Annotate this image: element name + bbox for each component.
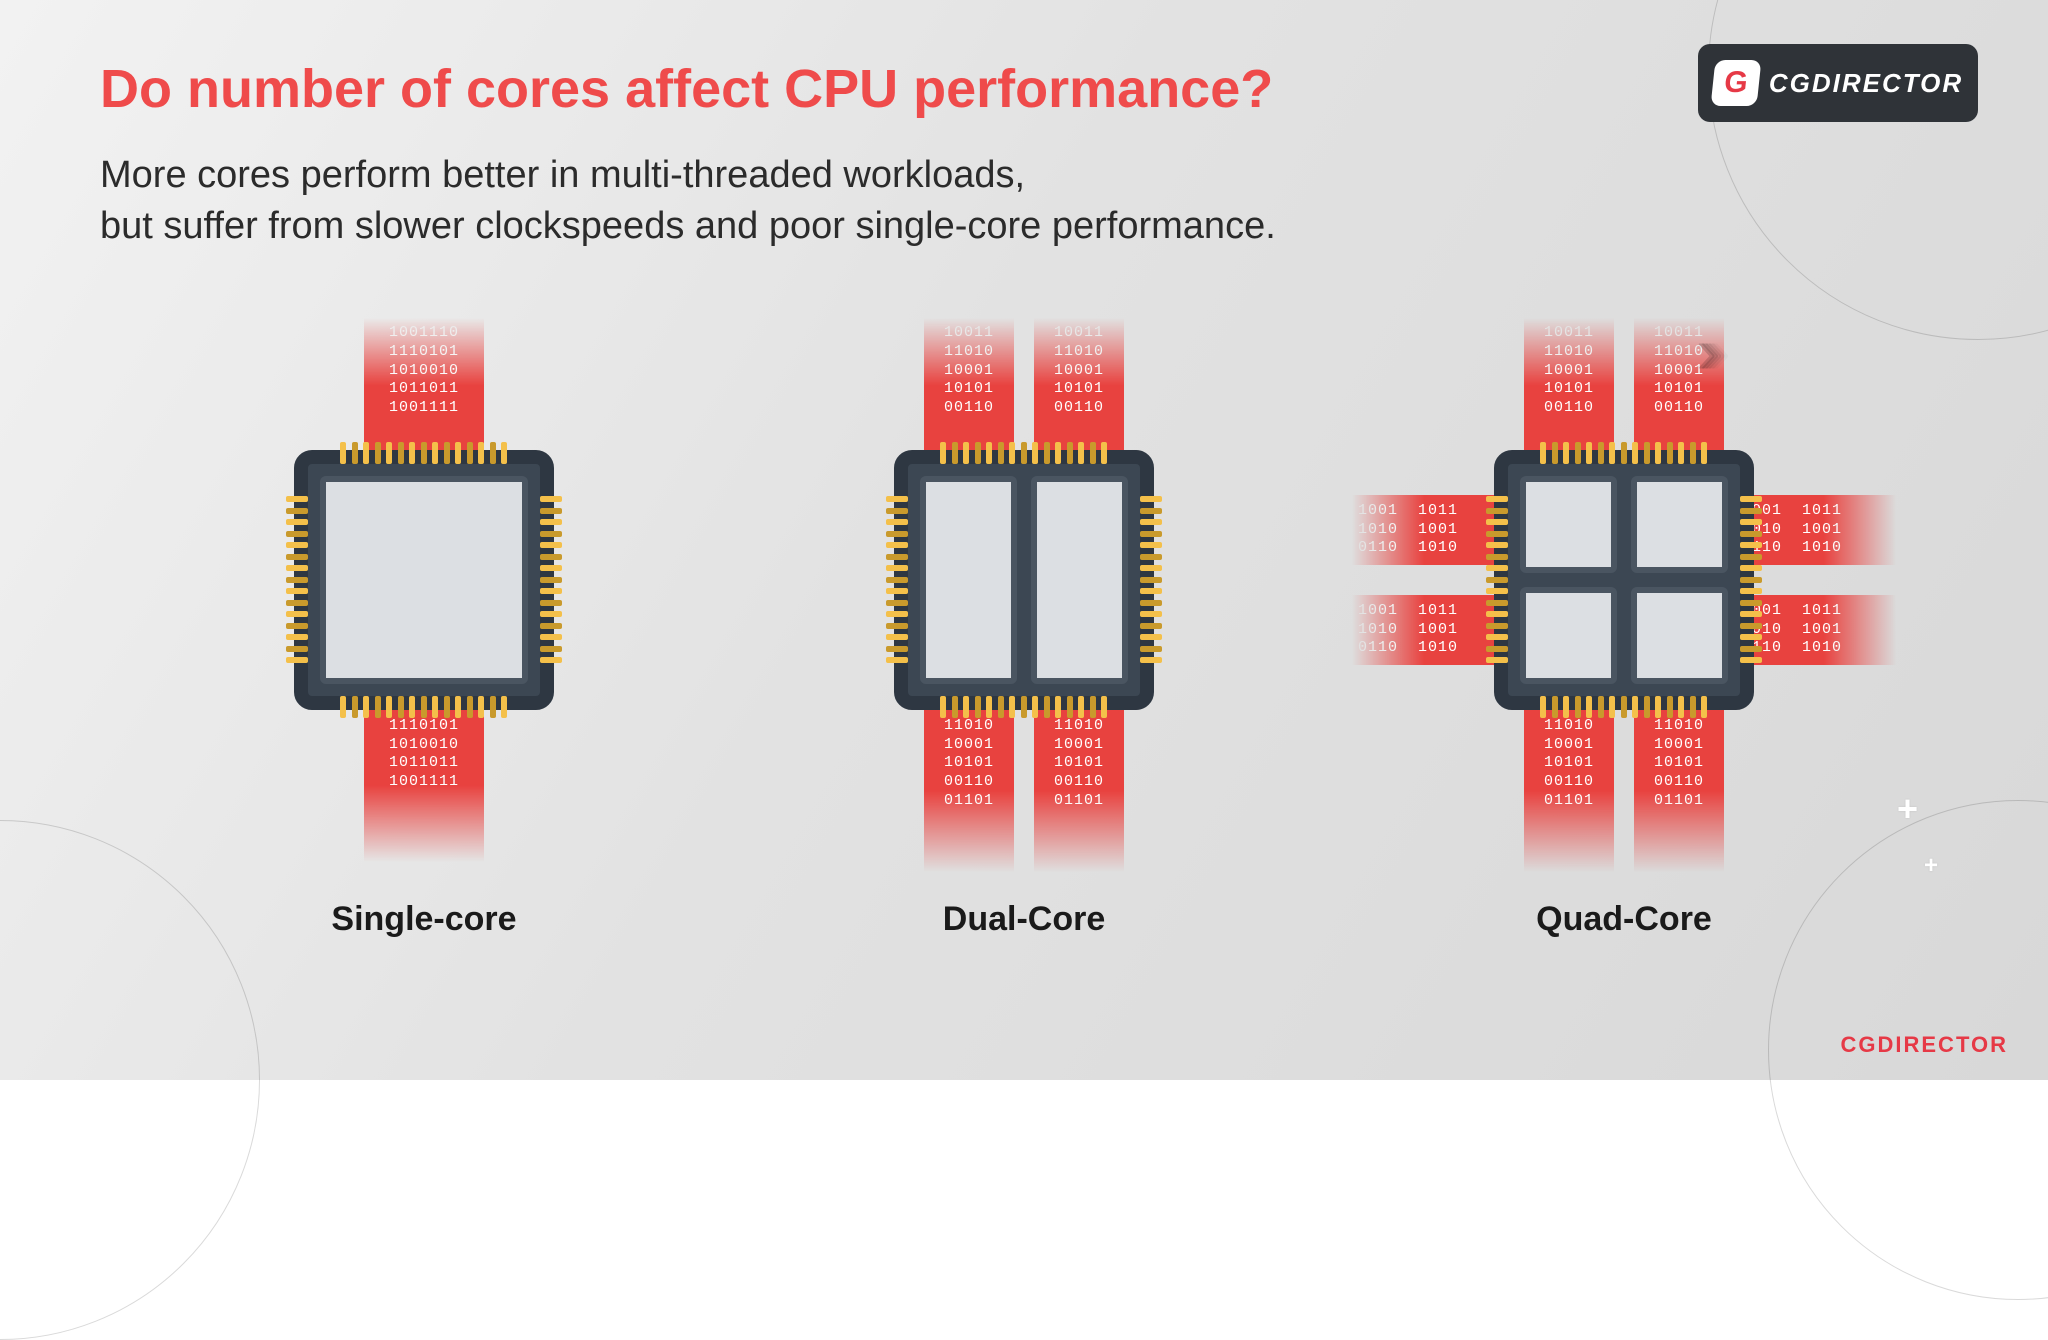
cpu-label: Dual-Core	[943, 900, 1105, 939]
chip-pins-top	[940, 442, 1107, 464]
brand-logo-badge: G CGDIRECTOR	[1698, 44, 1978, 122]
chip-pins-left	[286, 496, 308, 663]
chip-pins-bottom	[1540, 696, 1707, 718]
chip-pins-top	[340, 442, 507, 464]
cpu-column-quad: 10011 11010 10001 10101 0011010011 11010…	[1414, 300, 1834, 940]
binary-stream: 10011 11010 10001 10101 00110 01101	[924, 692, 1014, 872]
cpu-row: 1001110 1110101 1010010 1011011 10011111…	[0, 300, 2048, 940]
cpu-core	[920, 476, 1017, 684]
cpu-column-single: 1001110 1110101 1010010 1011011 10011111…	[214, 300, 634, 940]
cpu-stage: 10011 11010 10001 10101 0011010011 11010…	[1414, 300, 1834, 860]
cpu-stage: 10011 11010 10001 10101 0011010011 11010…	[814, 300, 1234, 860]
cpu-core	[1631, 587, 1728, 684]
cpu-stage: 1001110 1110101 1010010 1011011 10011111…	[214, 300, 634, 860]
binary-stream: 10011 11010 10001 10101 00110 01101	[1034, 692, 1124, 872]
chip-pins-right	[1740, 496, 1762, 663]
cpu-label: Quad-Core	[1536, 900, 1712, 939]
binary-stream: 10011 11010 10001 10101 00110 01101	[1634, 692, 1724, 872]
chip-pins-left	[886, 496, 908, 663]
chip-pins-left	[1486, 496, 1508, 663]
chip-pins-top	[1540, 442, 1707, 464]
chip-pins-right	[1140, 496, 1162, 663]
page-subtitle: More cores perform better in multi-threa…	[100, 150, 1276, 253]
chip-pins-bottom	[940, 696, 1107, 718]
brand-logo-text: CGDIRECTOR	[1769, 68, 1963, 99]
binary-stream: 10011 11010 10001 10101 00110 01101	[1524, 692, 1614, 872]
cpu-core	[1520, 587, 1617, 684]
cpu-chip	[294, 450, 554, 710]
cpu-core	[1631, 476, 1728, 573]
cpu-core	[1031, 476, 1128, 684]
cpu-core	[320, 476, 528, 684]
infographic-canvas: + + G CGDIRECTOR Do number of cores affe…	[0, 0, 2048, 1080]
cpu-core	[1520, 476, 1617, 573]
brand-logo-mark: G	[1710, 60, 1761, 106]
cpu-column-dual: 10011 11010 10001 10101 0011010011 11010…	[814, 300, 1234, 940]
footer-brand-text: CGDIRECTOR	[1841, 1032, 2009, 1058]
page-title: Do number of cores affect CPU performanc…	[100, 58, 1273, 120]
cpu-label: Single-core	[331, 900, 516, 939]
cpu-chip	[1494, 450, 1754, 710]
decor-chevrons: ›››››	[1714, 314, 1731, 388]
chip-pins-bottom	[340, 696, 507, 718]
chip-pins-right	[540, 496, 562, 663]
cpu-chip	[894, 450, 1154, 710]
